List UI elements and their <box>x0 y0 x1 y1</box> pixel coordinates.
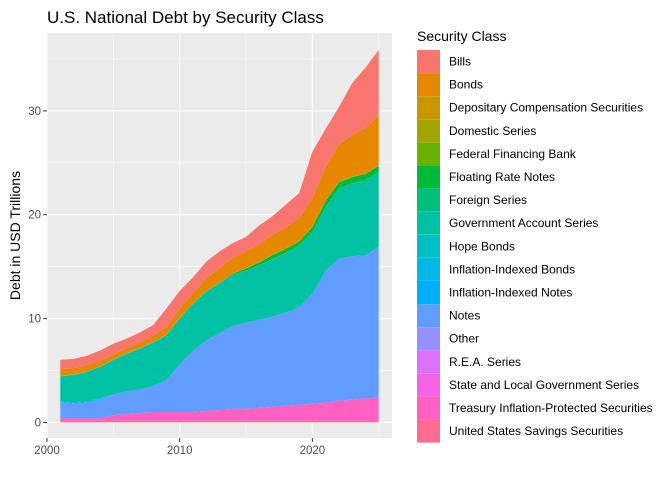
legend-label: Hope Bonds <box>449 239 515 253</box>
x-tick-label: 2020 <box>300 445 326 457</box>
legend-swatch <box>417 373 440 397</box>
legend-label: Inflation-Indexed Notes <box>449 286 572 300</box>
legend-label: United States Savings Securities <box>449 424 623 438</box>
legend-swatch <box>417 327 440 351</box>
y-axis-ticks: 0 10 20 30 <box>28 106 47 429</box>
y-tick-label: 10 <box>28 314 41 326</box>
legend-swatch <box>417 396 440 420</box>
legend-swatch <box>417 257 440 281</box>
x-tick-label: 2000 <box>34 445 60 457</box>
legend-swatch <box>417 350 440 374</box>
area-bonds <box>60 115 379 376</box>
y-tick-label: 0 <box>35 417 41 429</box>
y-axis-label: Debt in USD Trillions <box>7 171 23 300</box>
legend-label: Bills <box>449 55 471 69</box>
area-united-states-savings-securities <box>60 420 379 423</box>
legend-label: Treasury Inflation-Protected Securities <box>449 401 653 415</box>
legend-label: Bonds <box>449 78 483 92</box>
legend-label: State and Local Government Series <box>449 378 639 392</box>
y-tick-label: 30 <box>28 106 41 118</box>
legend: Bills Bonds Depositary Compensation Securi… <box>417 50 653 443</box>
legend-label: Other <box>449 332 479 346</box>
area-government-account-series <box>60 172 379 403</box>
y-tick-label: 20 <box>28 210 41 222</box>
area-notes <box>60 246 379 419</box>
legend-label: Federal Financing Bank <box>449 147 577 161</box>
legend-title: Security Class <box>417 28 506 44</box>
legend-label: R.E.A. Series <box>449 355 521 369</box>
legend-swatch <box>417 234 440 258</box>
legend-label: Notes <box>449 309 480 323</box>
legend-label: Depositary Compensation Securities <box>449 101 643 115</box>
stacked-areas <box>60 49 379 423</box>
legend-label: Foreign Series <box>449 193 527 207</box>
legend-label: Domestic Series <box>449 124 536 138</box>
legend-label: Government Account Series <box>449 216 598 230</box>
x-axis-ticks: 2000 2010 2020 <box>34 438 325 457</box>
area-treasury-inflation-protected-securities <box>60 397 379 421</box>
legend-label: Inflation-Indexed Bonds <box>449 262 575 276</box>
legend-swatch <box>417 50 440 73</box>
chart-title: U.S. National Debt by Security Class <box>47 8 324 27</box>
legend-swatch <box>417 119 440 143</box>
legend-swatch <box>417 188 440 212</box>
legend-swatch <box>417 304 440 328</box>
legend-swatch <box>417 142 440 166</box>
legend-swatch <box>417 211 440 235</box>
legend-swatch <box>417 281 440 304</box>
legend-swatch <box>417 73 440 97</box>
x-tick-label: 2010 <box>167 445 193 457</box>
legend-label: Floating Rate Notes <box>449 170 555 184</box>
legend-swatch <box>417 96 440 120</box>
legend-swatch <box>417 419 440 443</box>
legend-swatch <box>417 165 440 189</box>
